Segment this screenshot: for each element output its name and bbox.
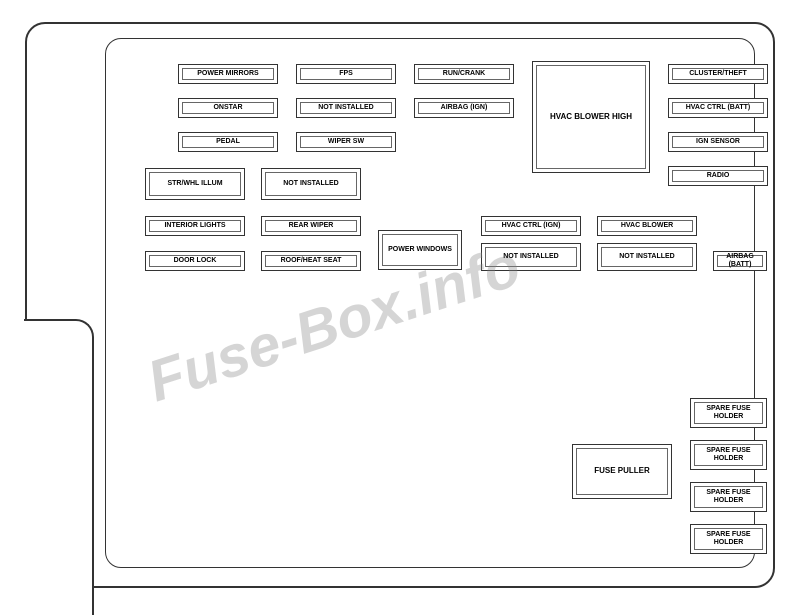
fuse-label: FUSE PULLER [594, 467, 650, 476]
fuse-airbag-batt: AIRBAG (BATT) [713, 251, 767, 271]
fuse-wiper-sw: WIPER SW [296, 132, 396, 152]
fuse-label: HVAC CTRL (BATT) [686, 104, 751, 112]
fuse-airbag-ign: AIRBAG (IGN) [414, 98, 514, 118]
fuse-roof-heat-seat: ROOF/HEAT SEAT [261, 251, 361, 271]
fuse-power-windows: POWER WINDOWS [378, 230, 462, 270]
fuse-spare-1: SPARE FUSE HOLDER [690, 398, 767, 428]
fuse-label: POWER WINDOWS [388, 246, 452, 254]
fuse-label: SPARE FUSE HOLDER [693, 489, 764, 504]
fuse-label: INTERIOR LIGHTS [164, 222, 225, 230]
fuse-label: REAR WIPER [289, 222, 334, 230]
fuse-label: AIRBAG (IGN) [441, 104, 488, 112]
fuse-label: IGN SENSOR [696, 138, 740, 146]
fuse-ign-sensor: IGN SENSOR [668, 132, 768, 152]
fuse-label: RADIO [707, 172, 730, 180]
fuse-interior-lights: INTERIOR LIGHTS [145, 216, 245, 236]
fuse-label: NOT INSTALLED [619, 253, 674, 261]
fuse-hvac-blower: HVAC BLOWER [597, 216, 697, 236]
fuse-power-mirrors: POWER MIRRORS [178, 64, 278, 84]
fuse-label: ROOF/HEAT SEAT [281, 257, 342, 265]
fuse-label: POWER MIRRORS [197, 70, 258, 78]
fuse-fuse-puller: FUSE PULLER [572, 444, 672, 499]
fuse-label: NOT INSTALLED [283, 180, 338, 188]
fuse-radio: RADIO [668, 166, 768, 186]
fuse-hvac-ctrl-ign: HVAC CTRL (IGN) [481, 216, 581, 236]
fuse-label: AIRBAG (BATT) [716, 253, 764, 268]
fuse-cluster-theft: CLUSTER/THEFT [668, 64, 768, 84]
fuse-not-installed-4: NOT INSTALLED [597, 243, 697, 271]
fuse-not-installed-1: NOT INSTALLED [296, 98, 396, 118]
fuse-label: STR/WHL ILLUM [167, 180, 222, 188]
fuse-label: SPARE FUSE HOLDER [693, 405, 764, 420]
fuse-label: RUN/CRANK [443, 70, 485, 78]
fuse-spare-4: SPARE FUSE HOLDER [690, 524, 767, 554]
fuse-pedal: PEDAL [178, 132, 278, 152]
fuse-label: SPARE FUSE HOLDER [693, 447, 764, 462]
fuse-not-installed-3: NOT INSTALLED [481, 243, 581, 271]
fuse-label: CLUSTER/THEFT [689, 70, 747, 78]
fuse-onstar: ONSTAR [178, 98, 278, 118]
fuse-label: WIPER SW [328, 138, 364, 146]
fuse-spare-2: SPARE FUSE HOLDER [690, 440, 767, 470]
fuse-not-installed-2: NOT INSTALLED [261, 168, 361, 200]
fuse-run-crank: RUN/CRANK [414, 64, 514, 84]
fuse-label: FPS [339, 70, 353, 78]
fuse-rear-wiper: REAR WIPER [261, 216, 361, 236]
fuse-label: DOOR LOCK [174, 257, 217, 265]
fuse-label: HVAC BLOWER [621, 222, 673, 230]
fuse-hvac-ctrl-batt: HVAC CTRL (BATT) [668, 98, 768, 118]
fuse-label: NOT INSTALLED [318, 104, 373, 112]
fuse-label: NOT INSTALLED [503, 253, 558, 261]
fuse-label: ONSTAR [213, 104, 242, 112]
fuse-label: PEDAL [216, 138, 240, 146]
fuse-label: HVAC BLOWER HIGH [550, 113, 632, 122]
fuse-label: SPARE FUSE HOLDER [693, 531, 764, 546]
fuse-spare-3: SPARE FUSE HOLDER [690, 482, 767, 512]
panel-cutout [24, 319, 94, 615]
fuse-door-lock: DOOR LOCK [145, 251, 245, 271]
fuse-label: HVAC CTRL (IGN) [502, 222, 561, 230]
fuse-strwhl-illum: STR/WHL ILLUM [145, 168, 245, 200]
fuse-hvac-blower-high: HVAC BLOWER HIGH [532, 61, 650, 173]
fuse-fps: FPS [296, 64, 396, 84]
